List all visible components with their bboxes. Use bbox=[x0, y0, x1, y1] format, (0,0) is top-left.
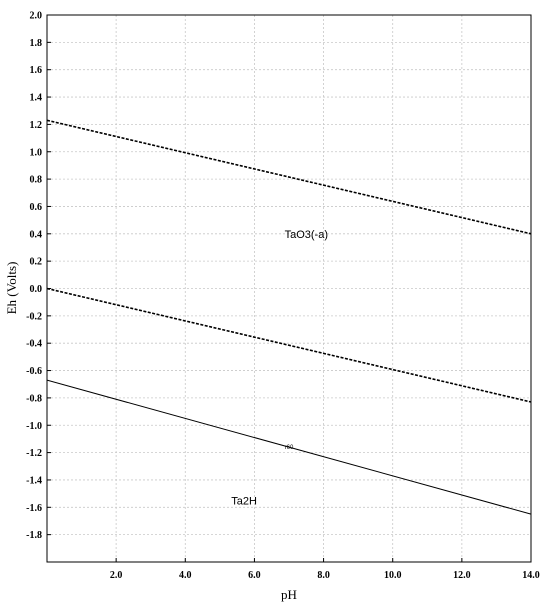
x-tick-label: 2.0 bbox=[110, 570, 123, 581]
region-label: Ta2H bbox=[231, 495, 257, 507]
y-tick-label: -1.6 bbox=[26, 503, 42, 514]
series-line-3 bbox=[46, 379, 532, 515]
gridlines bbox=[47, 15, 531, 562]
series-line-2 bbox=[46, 287, 532, 403]
y-tick-label: 1.8 bbox=[30, 38, 43, 49]
y-tick-label: -0.6 bbox=[26, 366, 42, 377]
y-tick-label: 0.6 bbox=[30, 202, 43, 213]
x-axis-title: pH bbox=[281, 587, 297, 602]
y-tick-label: 0.8 bbox=[30, 175, 43, 186]
x-tick-label: 6.0 bbox=[248, 570, 261, 581]
y-axis-ticks: 2.0 1.8 1.6 1.4 1.2 1.0 0.8 0.6 0.4 0.2 0.0 -0.2 -0.… bbox=[26, 11, 51, 541]
y-axis-title: Eh (Volts) bbox=[4, 262, 19, 315]
series-lines bbox=[46, 119, 532, 515]
x-axis-ticks: 2.0 4.0 6.0 8.0 10.0 12.0 14.0 bbox=[110, 558, 540, 581]
x-tick-label: 10.0 bbox=[384, 570, 402, 581]
x-tick-label: 14.0 bbox=[522, 570, 540, 581]
y-tick-label: 1.4 bbox=[30, 93, 43, 104]
region-label: TaO3(-a) bbox=[285, 229, 328, 241]
y-tick-label: -1.8 bbox=[26, 530, 42, 541]
y-tick-label: 1.0 bbox=[30, 147, 43, 158]
y-tick-label: 2.0 bbox=[30, 11, 43, 22]
region-labels: TaO3(-a) Ta2H r60 bbox=[231, 229, 328, 508]
x-tick-label: 4.0 bbox=[179, 570, 192, 581]
y-tick-label: 1.6 bbox=[30, 65, 43, 76]
y-tick-label: 1.2 bbox=[30, 120, 43, 131]
line-label: r60 bbox=[285, 445, 294, 451]
x-tick-label: 12.0 bbox=[453, 570, 471, 581]
series-line-1 bbox=[46, 119, 532, 235]
y-tick-label: 0.4 bbox=[30, 229, 43, 240]
y-tick-label: 0.0 bbox=[30, 284, 43, 295]
y-tick-label: -0.4 bbox=[26, 339, 42, 350]
y-tick-label: -0.2 bbox=[26, 311, 42, 322]
x-tick-label: 8.0 bbox=[317, 570, 330, 581]
y-tick-label: 0.2 bbox=[30, 257, 43, 268]
y-tick-label: -1.2 bbox=[26, 448, 42, 459]
y-tick-label: -1.0 bbox=[26, 421, 42, 432]
y-tick-label: -1.4 bbox=[26, 475, 42, 486]
y-tick-label: -0.8 bbox=[26, 393, 42, 404]
